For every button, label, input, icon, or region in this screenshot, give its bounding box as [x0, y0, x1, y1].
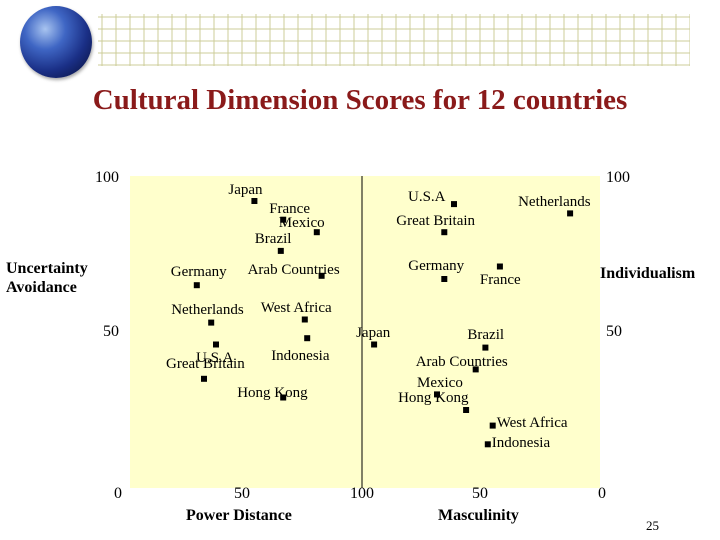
- ind-axis-title: Individualism: [600, 265, 696, 282]
- pd-ua-point-label: West Africa: [260, 299, 332, 316]
- ua-tick-100: 100: [95, 169, 119, 186]
- mas-ind-point: [567, 210, 574, 217]
- mas-ind-point-label: France: [479, 271, 521, 288]
- mas-ind-point: [463, 407, 470, 413]
- pd-ua-point: [213, 341, 219, 348]
- mas-ind-point: [434, 391, 440, 398]
- mas-ind-point-label: Mexico: [417, 375, 463, 392]
- pd-ua-point: [193, 282, 200, 289]
- globe-icon: [20, 6, 92, 78]
- header-grid-decoration: [98, 14, 690, 66]
- pd-ua-point: [201, 375, 207, 382]
- ind-tick-50: 50: [606, 323, 622, 340]
- mas-ind-point: [489, 422, 496, 429]
- pd-ua-point-label: France: [269, 200, 310, 217]
- mas-ind-point-label: West Africa: [496, 414, 568, 431]
- pd-tick-50: 50: [234, 485, 250, 502]
- pd-ua-point-label: Germany: [170, 264, 227, 281]
- pd-tick-100: 100: [350, 485, 374, 502]
- ua-tick-50: 50: [103, 323, 119, 340]
- pd-ua-point-label: Indonesia: [271, 348, 330, 365]
- mas-ind-point: [472, 366, 479, 373]
- mas-ind-point: [371, 341, 378, 348]
- pd-ua-point-label: Great Britain: [166, 355, 245, 372]
- pd-ua-point: [304, 335, 311, 342]
- ind-tick-100: 100: [606, 169, 630, 186]
- mas-axis-title: Masculinity: [438, 507, 519, 524]
- mas-ind-point: [441, 229, 448, 236]
- pd-ua-point: [277, 247, 284, 254]
- pd-axis-title: Power Distance: [186, 507, 292, 524]
- pd-ua-point-label: Mexico: [278, 215, 325, 232]
- mas-ind-point: [484, 441, 491, 448]
- mas-ind-point: [496, 263, 503, 270]
- pd-ua-point-label: Netherlands: [171, 301, 244, 318]
- pd-ua-point: [313, 229, 320, 236]
- mas-ind-point-label: Japan: [356, 324, 391, 341]
- mas-ind-point: [441, 276, 448, 282]
- page-number: 25: [646, 518, 659, 533]
- mas-tick-50: 50: [472, 485, 488, 502]
- pd-ua-point: [208, 319, 215, 326]
- pd-ua-point-label: Arab Countries: [247, 261, 340, 278]
- mas-ind-point-label: Indonesia: [491, 435, 551, 452]
- mas-ind-point-label: Hong Kong: [398, 390, 469, 406]
- mas-ind-point-label: Arab Countries: [415, 354, 508, 371]
- pd-ua-point-label: Brazil: [254, 230, 292, 247]
- mas-ind-point-label: Germany: [408, 258, 465, 274]
- mas-ind-point-label: U.S.A: [408, 189, 446, 206]
- mas-tick-0: 0: [598, 485, 606, 502]
- pd-tick-0: 0: [114, 485, 122, 502]
- pd-ua-point: [280, 216, 287, 223]
- pd-ua-point-label: Japan: [228, 182, 263, 198]
- mas-ind-point-label: Great Britain: [396, 213, 476, 230]
- mas-ind-point: [451, 201, 457, 208]
- pd-ua-point: [301, 316, 308, 323]
- page-title: Cultural Dimension Scores for 12 countri…: [92, 84, 628, 116]
- pd-ua-point: [318, 272, 325, 279]
- pd-ua-point-label: Hong Kong: [237, 384, 308, 401]
- mas-ind-point-label: Netherlands: [518, 194, 591, 211]
- pd-ua-point: [251, 198, 258, 204]
- pd-ua-point: [280, 394, 287, 401]
- plot-area: [130, 176, 600, 488]
- ua-axis-title: Uncertainty Avoidance: [6, 260, 88, 297]
- mas-ind-point-label: Brazil: [467, 326, 505, 343]
- pd-ua-point-label: U.S.A: [196, 349, 234, 366]
- mas-ind-point: [482, 344, 489, 351]
